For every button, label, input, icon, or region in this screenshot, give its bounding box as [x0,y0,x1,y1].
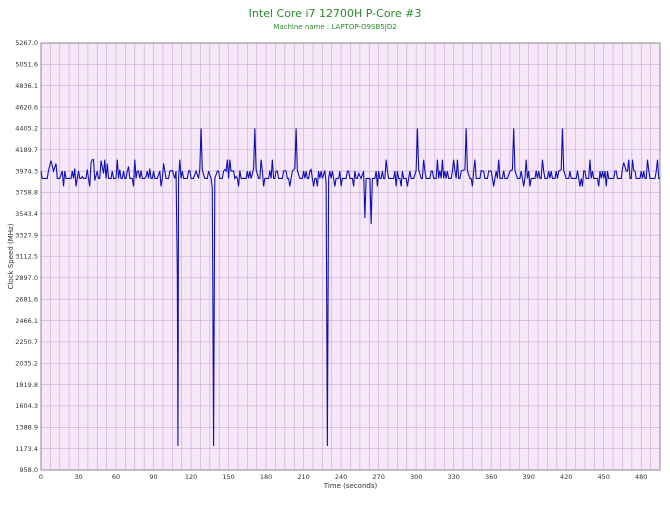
y-tick-label: 2035.2 [15,359,38,367]
y-tick-label: 3112.5 [15,253,38,261]
x-tick-label: 180 [260,473,272,481]
x-tick-label: 420 [560,473,572,481]
y-tick-label: 958.0 [19,466,38,474]
y-tick-label: 4836.1 [15,82,38,90]
y-tick-label: 3758.8 [15,189,38,197]
y-tick-label: 4189.7 [15,146,38,154]
x-tick-label: 90 [149,473,157,481]
tick-labels: 0 30 60 90 120 150 180 210 240 270 300 330 360 390 420… [15,39,647,481]
y-tick-label: 1819.8 [15,381,38,389]
y-axis-label: Clock Speed (MHz) [7,223,15,289]
y-tick-label: 3543.4 [15,210,38,218]
x-tick-label: 330 [447,473,459,481]
x-tick-label: 300 [410,473,422,481]
x-tick-label: 480 [635,473,647,481]
y-tick-label: 3327.9 [15,231,38,239]
x-tick-label: 450 [598,473,610,481]
axes [40,42,661,471]
y-tick-label: 3974.3 [15,167,38,175]
series-line-0 [40,128,660,447]
x-tick-label: 30 [74,473,82,481]
grid-lines [40,42,661,471]
y-tick-label: 5051.6 [15,61,38,69]
y-tick-label: 5267.0 [15,39,38,47]
series-layer [40,128,660,447]
y-tick-label: 2897.0 [15,274,38,282]
plot-frame [40,42,661,471]
x-tick-label: 210 [297,473,309,481]
x-tick-label: 0 [39,473,43,481]
y-tick-label: 1173.4 [15,445,38,453]
x-tick-label: 60 [112,473,120,481]
y-tick-label: 1388.9 [15,424,38,432]
x-tick-label: 390 [522,473,534,481]
y-tick-label: 2250.7 [15,338,38,346]
y-tick-label: 2681.6 [15,295,38,303]
y-tick-label: 4620.6 [15,103,38,111]
x-tick-label: 270 [372,473,384,481]
y-tick-label: 2466.1 [15,317,38,325]
chart-title: Intel Core i7 12700H P-Core #3 [249,7,422,20]
x-tick-label: 120 [185,473,197,481]
x-tick-label: 240 [335,473,347,481]
y-tick-label: 1604.3 [15,402,38,410]
x-axis-label: Time (seconds) [323,482,378,490]
y-tick-label: 4405.2 [15,125,38,133]
x-tick-label: 360 [485,473,497,481]
chart-subtitle: Machine name : LAPTOP-O9SB5JD2 [273,23,396,31]
x-tick-label: 150 [222,473,234,481]
